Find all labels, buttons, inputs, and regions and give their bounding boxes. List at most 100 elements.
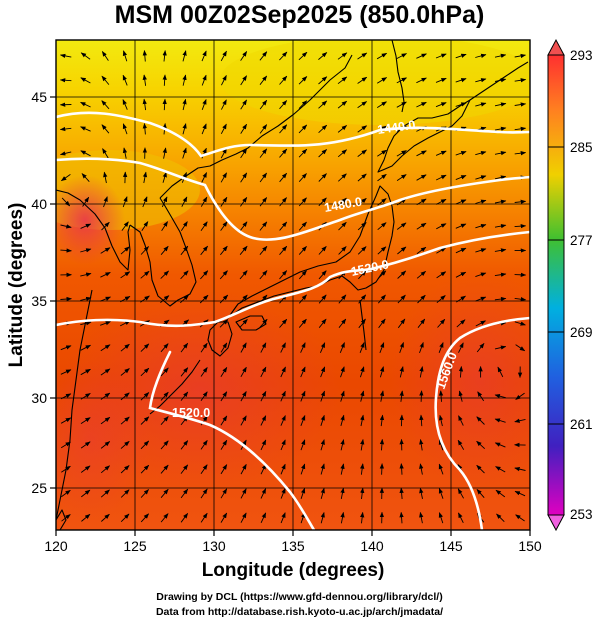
wind-vector-238: [494, 296, 507, 302]
wind-vector-41: [399, 487, 404, 500]
contour-1560: [434, 316, 530, 530]
wind-vector-330: [416, 198, 427, 206]
wind-vector-173: [160, 343, 169, 353]
wind-vector-113: [399, 414, 404, 427]
wind-vector-413: [162, 98, 167, 111]
wind-vector-49: [80, 465, 91, 473]
wind-vector-442: [259, 75, 268, 85]
wind-vector-304: [377, 222, 387, 231]
wind-vector-8: [220, 512, 228, 523]
wind-vector-60: [300, 463, 306, 475]
wind-vector-455: [514, 78, 527, 83]
wind-vector-230: [338, 294, 347, 304]
wind-vector-50: [100, 465, 111, 474]
wind-vector-319: [200, 196, 208, 207]
wind-vector-115: [438, 414, 444, 427]
wind-vector-27: [120, 489, 130, 498]
x-tick-135: 135: [281, 538, 305, 554]
wind-vector-218: [100, 296, 111, 302]
wind-vector-98: [100, 416, 111, 425]
wind-vector-191: [515, 344, 526, 352]
wind-vector-409: [80, 101, 91, 108]
wind-vector-448: [376, 77, 388, 84]
wind-vector-361: [80, 150, 91, 157]
wind-vector-280: [377, 246, 387, 255]
wind-vector-2: [100, 513, 110, 522]
wind-vector-84: [300, 439, 306, 451]
wind-vector-473: [396, 53, 407, 59]
wind-vector-430: [494, 102, 507, 107]
wind-vector-335: [514, 199, 527, 204]
wind-vector-127: [200, 391, 208, 402]
wind-vector-178: [260, 342, 267, 353]
wind-vector-341: [162, 171, 167, 183]
wind-vector-234: [417, 294, 426, 304]
wind-vector-247: [200, 270, 209, 280]
wind-vector-362: [102, 148, 109, 159]
wind-vector-59: [280, 463, 286, 475]
wind-vector-387: [122, 123, 128, 135]
wind-vector-393: [240, 123, 247, 134]
wind-vector-431: [514, 102, 527, 107]
wind-vector-109: [320, 414, 325, 426]
wind-vector-14: [340, 511, 345, 524]
wind-vector-215: [514, 321, 526, 326]
wind-vector-449: [396, 77, 407, 84]
wind-vector-251: [279, 270, 288, 280]
wind-vector-399: [357, 125, 368, 133]
wind-vector-10: [260, 512, 267, 523]
wind-vector-273: [239, 245, 248, 255]
wind-vector-432: [59, 78, 72, 83]
wind-vector-94: [494, 442, 506, 448]
wind-vector-236: [456, 295, 466, 303]
wind-vector-137: [399, 390, 404, 402]
wind-vector-22: [496, 513, 505, 523]
colorbar-tick-293: 293: [570, 48, 593, 63]
wind-vector-323: [279, 197, 287, 207]
wind-vector-106: [260, 415, 267, 426]
wind-vector-457: [80, 52, 91, 60]
wind-vector-9: [240, 512, 247, 523]
wind-vector-85: [320, 439, 325, 451]
wind-vector-418: [259, 99, 268, 110]
wind-vector-133: [320, 390, 325, 402]
wind-vector-332: [455, 199, 467, 205]
wind-vector-75: [120, 440, 130, 449]
colorbar-bottom-arrow: [547, 514, 565, 532]
wind-vector-38: [340, 487, 345, 499]
wind-vector-417: [240, 99, 247, 110]
kyushu-coast: [207, 321, 233, 357]
wind-vector-454: [494, 78, 507, 83]
wind-vector-80: [220, 439, 228, 450]
wind-vector-378: [416, 150, 427, 157]
wind-vector-425: [396, 101, 407, 108]
wind-vector-352: [377, 173, 387, 182]
wind-vector-53: [160, 464, 169, 474]
wind-vector-76: [140, 440, 150, 450]
y-tick-25: 25: [31, 480, 47, 496]
wind-vector-344: [220, 172, 227, 183]
wind-vector-161: [399, 366, 404, 378]
wind-vector-446: [337, 76, 348, 85]
wind-vector-43: [438, 487, 444, 499]
wind-vector-61: [320, 463, 325, 475]
wind-vector-249: [239, 270, 248, 280]
wind-vector-222: [179, 295, 189, 304]
wind-vector-37: [320, 487, 325, 500]
wind-vector-217: [80, 296, 92, 302]
contour-1480: [56, 157, 530, 241]
wind-vector-305: [396, 222, 407, 230]
wind-vector-116: [458, 415, 464, 426]
wind-vector-438: [182, 74, 187, 86]
wind-vector-315: [122, 196, 128, 208]
wind-vector-267: [120, 246, 130, 255]
contour-label-1520-south: 1520.0: [172, 406, 210, 420]
wind-vector-0: [61, 514, 71, 522]
wind-vector-118: [494, 418, 506, 423]
wind-vector-194: [100, 321, 112, 326]
wind-vector-74: [100, 441, 111, 449]
colorbar-tick-277: 277: [570, 233, 593, 248]
wind-vector-139: [438, 390, 444, 402]
wind-vector-274: [259, 245, 268, 255]
wind-vector-208: [378, 318, 386, 329]
